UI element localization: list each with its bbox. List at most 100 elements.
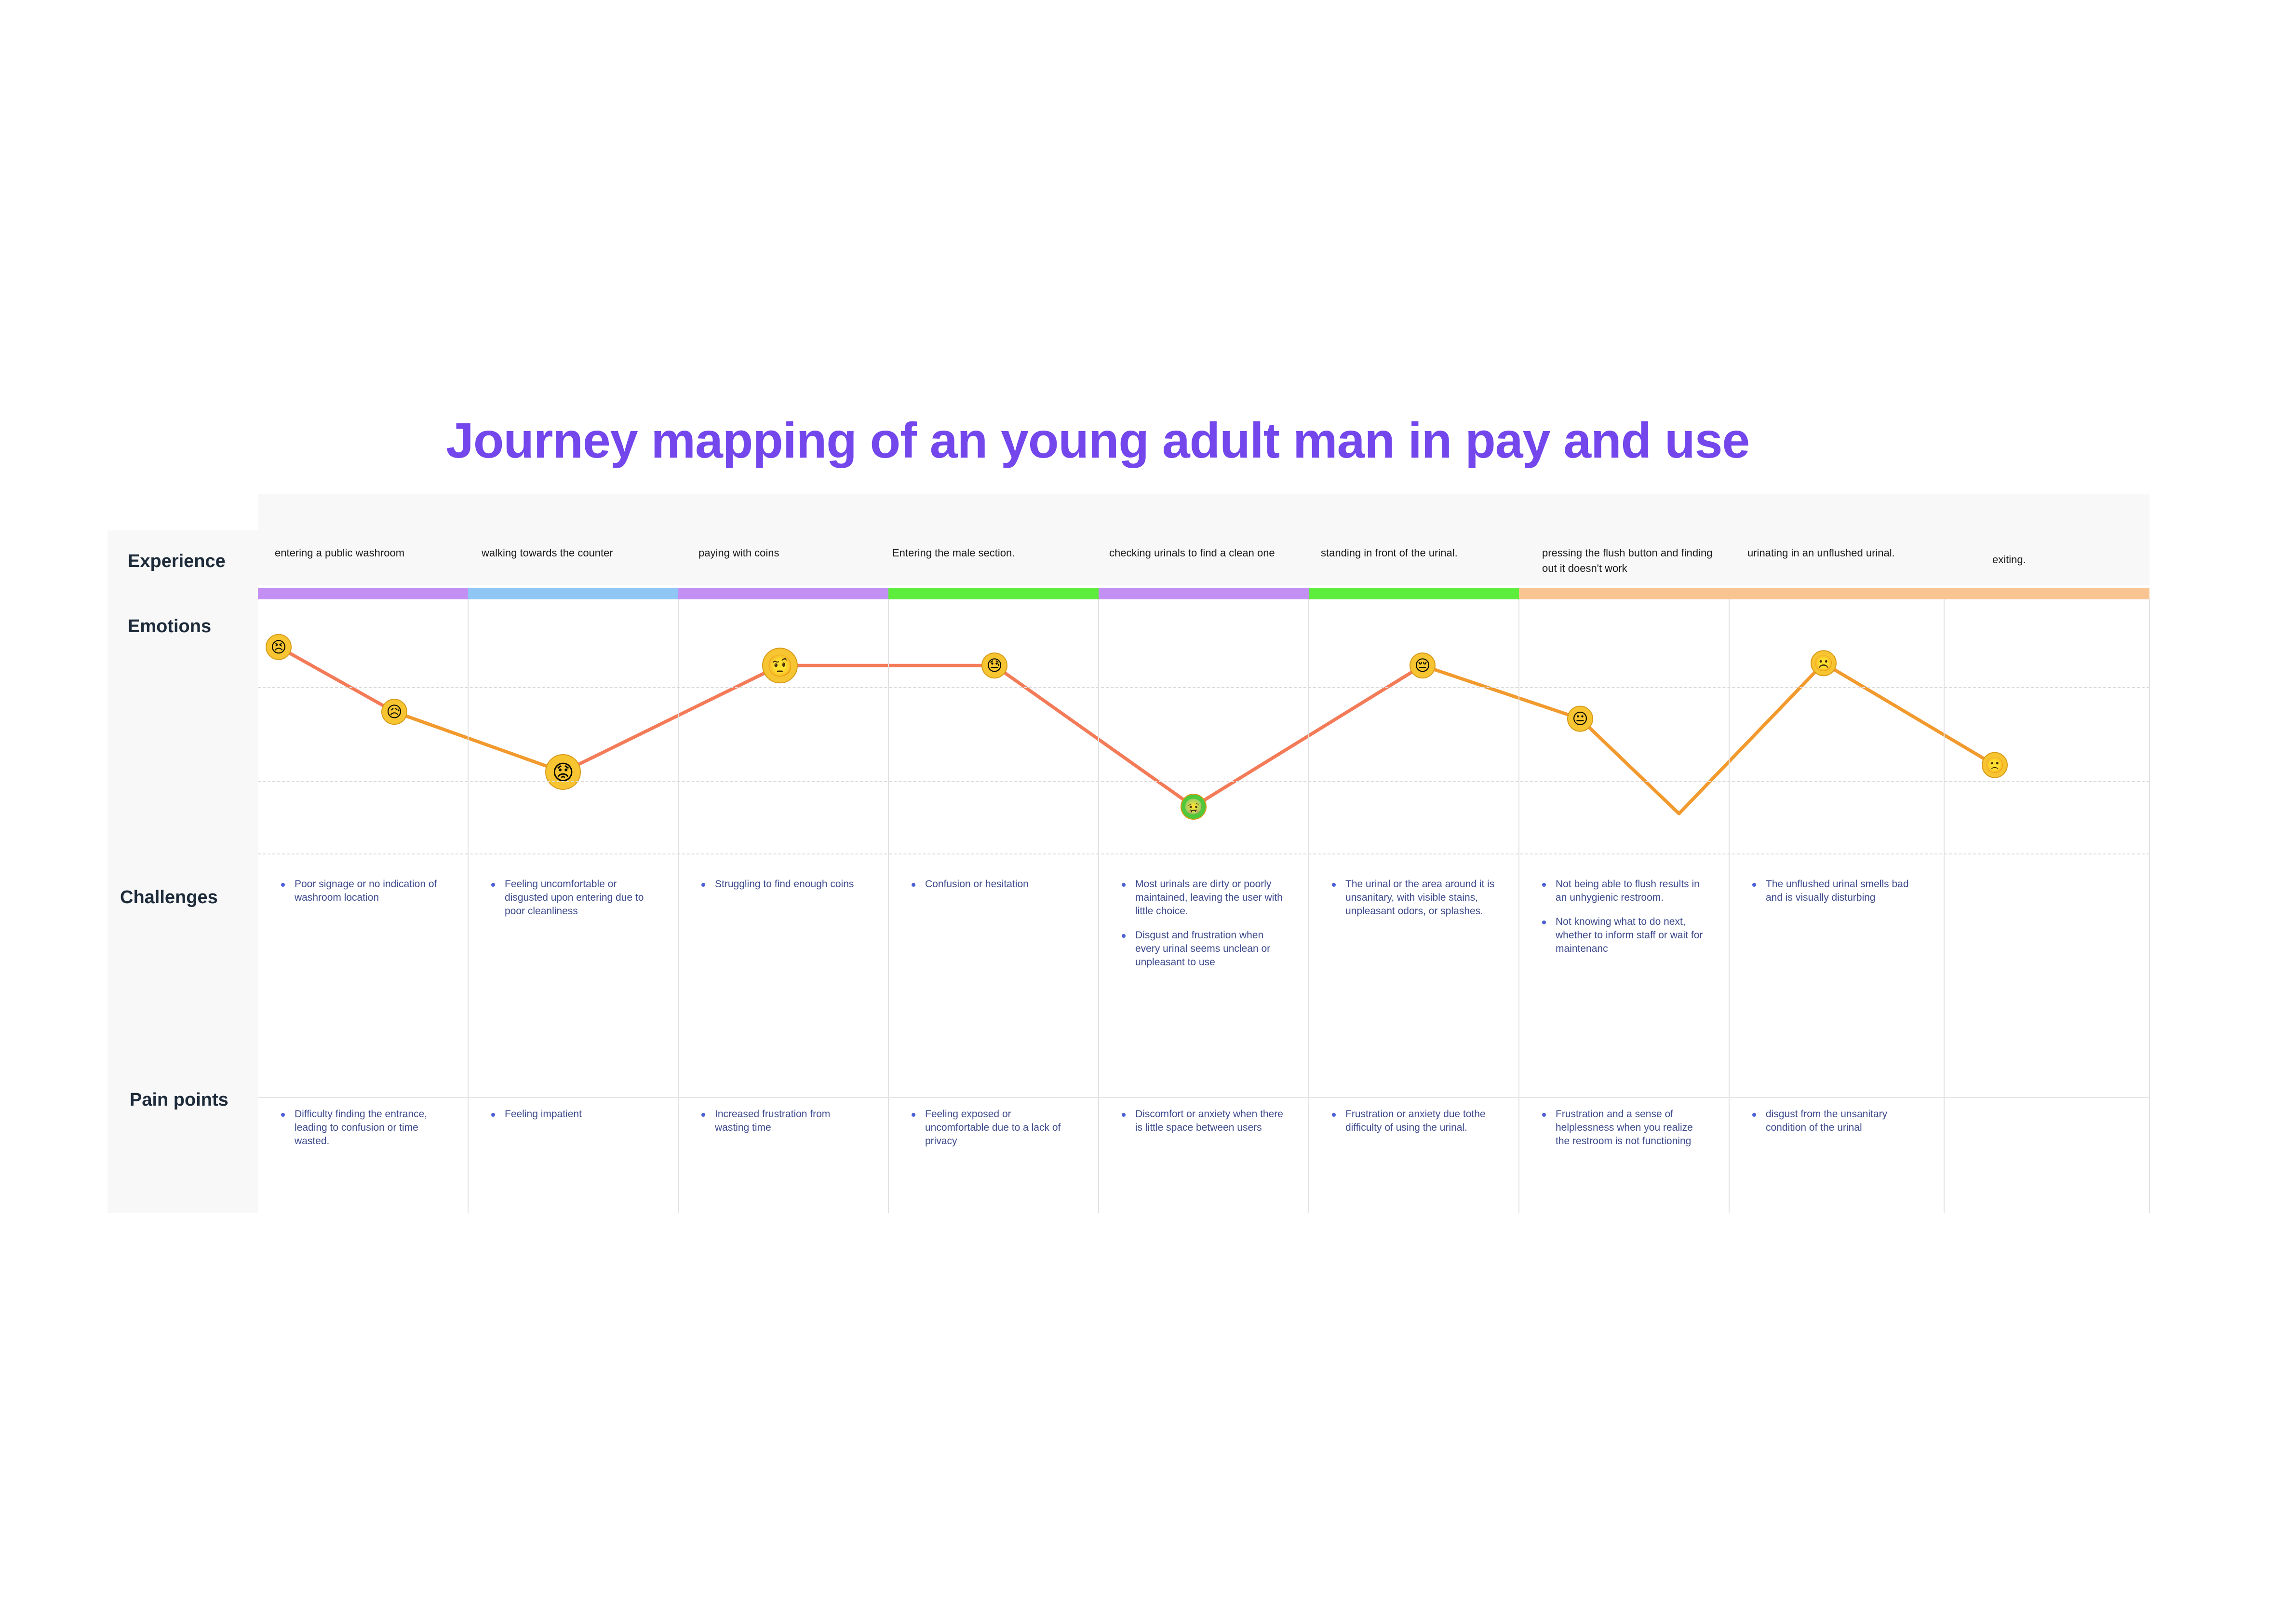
emotion-curve-segment <box>993 663 1195 809</box>
emoji-glyph: 🙁 <box>1985 756 2004 774</box>
bullet-item: Poor signage or no indication of washroo… <box>277 878 446 905</box>
experience-header-band <box>258 494 2149 585</box>
emoji-glyph: 🤨 <box>767 654 793 678</box>
emoji-glyph: 😟 <box>552 760 574 785</box>
emotion-point-icon: 😥 <box>381 699 407 725</box>
stage-color-bar <box>1519 588 1729 599</box>
emotion-curve-segment <box>1192 663 1424 809</box>
stage-color-bar <box>1944 588 2149 599</box>
bullet-item: Feeling uncomfortable or disgusted upon … <box>487 878 656 918</box>
bullet-item: Struggling to find enough coins <box>698 878 866 891</box>
emoji-glyph: 😣 <box>270 638 286 656</box>
row-label-experience: Experience <box>128 551 226 571</box>
pain-point-cell: Frustration or anxiety due tothe difficu… <box>1328 1108 1497 1145</box>
stage-experience-text: paying with coins <box>698 547 779 559</box>
pain-point-cell: disgust from the unsanitary condition of… <box>1748 1108 1917 1145</box>
stage-color-bar <box>678 588 888 599</box>
stage-color-bar <box>1729 588 1944 599</box>
emotion-curve-segment <box>1822 661 1997 767</box>
emotion-point-icon: 🙁 <box>1982 752 2008 778</box>
emotion-curve-segment <box>277 645 396 714</box>
stage-experience-text: Entering the male section. <box>892 547 1015 559</box>
emotion-point-icon: 😓 <box>981 652 1007 679</box>
journey-map-board: Experience Emotions Challenges Pain poin… <box>107 494 2150 1213</box>
challenge-cell: Struggling to find enough coins <box>698 878 866 902</box>
pain-point-cell: Feeling impatient <box>487 1108 656 1132</box>
bullet-item: The urinal or the area around it is unsa… <box>1328 878 1497 918</box>
bullet-item: Frustration and a sense of helplessness … <box>1538 1108 1707 1148</box>
stage-color-bar <box>888 588 1099 599</box>
emotion-curve-segment <box>1677 661 1826 815</box>
emoji-glyph: 😔 <box>1414 656 1430 675</box>
stage-experience-text: checking urinals to find a clean one <box>1109 547 1275 559</box>
bullet-item: Feeling exposed or uncomfortable due to … <box>908 1108 1076 1148</box>
emotion-curve-segment <box>1421 663 1582 721</box>
bullet-item: Confusion or hesitation <box>908 878 1076 891</box>
bullet-item: Discomfort or anxiety when there is litt… <box>1118 1108 1287 1135</box>
row-label-emotions: Emotions <box>128 616 212 636</box>
bullet-item: The unflushed urinal smells bad and is v… <box>1748 878 1917 905</box>
pain-point-cell: Frustration and a sense of helplessness … <box>1538 1108 1707 1159</box>
emoji-glyph: 😥 <box>386 703 402 721</box>
emotion-point-icon: 🤨 <box>762 648 798 684</box>
grid-row-line <box>258 853 2149 854</box>
column-divider <box>888 599 889 1213</box>
column-divider <box>1729 599 1730 1213</box>
pain-point-cell: Feeling exposed or uncomfortable due to … <box>908 1108 1076 1159</box>
bullet-item: Not knowing what to do next, whether to … <box>1538 915 1707 956</box>
column-divider <box>678 599 679 1213</box>
stage-color-bar <box>1099 588 1309 599</box>
grid-row-line <box>258 781 2149 782</box>
bullet-item: Frustration or anxiety due tothe difficu… <box>1328 1108 1497 1135</box>
grid-row-line <box>258 687 2149 688</box>
column-divider <box>1308 599 1309 1213</box>
challenge-cell: The urinal or the area around it is unsa… <box>1328 878 1497 929</box>
challenge-cell: Feeling uncomfortable or disgusted upon … <box>487 878 656 929</box>
bullet-item: Not being able to flush results in an un… <box>1538 878 1707 905</box>
emoji-glyph: 🤢 <box>1184 798 1203 816</box>
challenge-cell: Poor signage or no indication of washroo… <box>277 878 446 915</box>
bullet-item: Difficulty finding the entrance, leading… <box>277 1108 446 1148</box>
challenge-cell: Not being able to flush results in an un… <box>1538 878 1707 966</box>
emotion-curve-segment <box>1578 717 1681 815</box>
column-divider <box>1944 599 1945 1213</box>
emotion-point-icon: 😔 <box>1410 652 1436 679</box>
stage-color-bar <box>1309 588 1519 599</box>
bullet-item: disgust from the unsanitary condition of… <box>1748 1108 1917 1135</box>
column-divider <box>1098 599 1099 1213</box>
page-title: Journey mapping of an young adult man in… <box>446 413 1750 469</box>
emotion-point-icon: 🤢 <box>1181 794 1207 820</box>
emotion-point-icon: 😣 <box>266 634 292 660</box>
bullet-item: Feeling impatient <box>487 1108 656 1121</box>
emoji-glyph: 😓 <box>986 656 1002 675</box>
emotion-curve: 😣 😥 😟 🤨 😓 🤢 😔 😐 ☹️ 🙁 <box>266 634 2008 820</box>
stage-experience-text: exiting. <box>1992 554 2026 566</box>
emotion-curve-segment <box>392 710 565 774</box>
bullet-item: Disgust and frustration when every urina… <box>1118 929 1287 969</box>
grid-row-line <box>258 1097 2149 1098</box>
column-divider <box>468 599 469 1213</box>
pain-point-cell: Difficulty finding the entrance, leading… <box>277 1108 446 1159</box>
stage-experience-text: pressing the flush button and finding ou… <box>1542 547 1713 574</box>
stage-color-bar <box>468 588 678 599</box>
stage-color-bar <box>258 588 468 599</box>
challenge-cell: Confusion or hesitation <box>908 878 1076 902</box>
bullet-item: Most urinals are dirty or poorly maintai… <box>1118 878 1287 918</box>
emotion-point-icon: ☹️ <box>1811 650 1837 677</box>
emoji-glyph: ☹️ <box>1814 654 1833 672</box>
challenge-cell: Most urinals are dirty or poorly maintai… <box>1118 878 1287 980</box>
challenge-cell: The unflushed urinal smells bad and is v… <box>1748 878 1917 915</box>
column-divider <box>1518 599 1519 1213</box>
stage-experience-text: entering a public washroom <box>275 547 405 559</box>
pain-point-cell: Discomfort or anxiety when there is litt… <box>1118 1108 1287 1145</box>
row-label-pain-points: Pain points <box>130 1090 228 1110</box>
bullet-item: Increased frustration from wasting time <box>698 1108 866 1135</box>
pain-point-cell: Increased frustration from wasting time <box>698 1108 866 1145</box>
stage-experience-text: standing in front of the urinal. <box>1321 547 1458 559</box>
emotion-point-icon: 😟 <box>545 754 581 790</box>
stage-experience-text: walking towards the counter <box>482 547 613 559</box>
column-divider <box>2149 599 2150 1213</box>
emotion-point-icon: 😐 <box>1567 705 1593 732</box>
row-label-panel <box>107 530 258 1213</box>
emoji-glyph: 😐 <box>1572 710 1588 728</box>
